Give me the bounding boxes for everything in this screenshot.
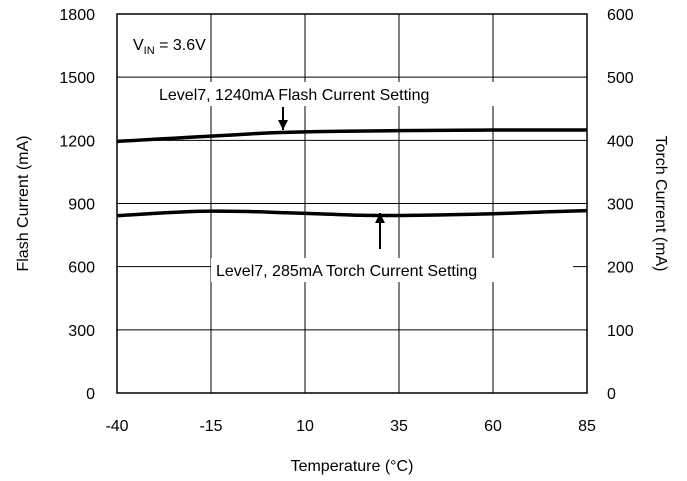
y-right-tick-label: 300 [607,197,634,214]
y-axis-left-title: Flash Current (mA) [15,135,32,271]
x-tick-label: 85 [578,418,596,435]
arrow-head [375,213,385,223]
y-left-tick-label: 1200 [59,133,95,150]
vin-subscript: IN [144,45,155,57]
arrow-head [278,120,288,130]
x-tick-label: 60 [484,418,502,435]
y-right-tick-label: 100 [607,323,634,340]
y-left-tick-label: 1800 [59,7,95,24]
x-tick-label: 35 [390,418,408,435]
y-left-tick-label: 600 [68,260,95,277]
flash-label-background [154,82,524,106]
series-layer [116,128,588,218]
plot-area-frame [116,13,588,394]
tick-labels: -40 -15 10 35 60 85 0 300 600 900 1200 1500 1800 0 100… [59,7,633,435]
x-tick-label: -15 [199,418,222,435]
y-left-tick-label: 1500 [59,70,95,87]
x-tick-label: 10 [296,418,314,435]
grid-lines [116,13,588,394]
y-left-tick-label: 0 [86,386,95,403]
torch-current-line [116,208,588,218]
y-right-tick-label: 500 [607,70,634,87]
x-tick-label: -40 [105,418,128,435]
vin-main: V [133,37,144,54]
y-right-tick-label: 0 [607,386,616,403]
y-right-tick-label: 200 [607,260,634,277]
torch-label-background [211,258,573,282]
annotation-arrows [278,107,385,249]
y-axis-right-title: Torch Current (mA) [652,135,669,271]
y-right-tick-label: 600 [607,7,634,24]
y-left-tick-label: 300 [68,323,95,340]
y-left-tick-label: 900 [68,197,95,214]
y-right-tick-label: 400 [607,133,634,150]
flash-series-annotation: Level7, 1240mA Flash Current Setting [159,87,429,104]
vin-annotation: VIN = 3.6V [133,37,206,57]
flash-arrow [278,107,288,130]
x-axis-title: Temperature (°C) [291,458,414,475]
torch-arrow [375,213,385,249]
flash-current-line [116,128,587,144]
torch-series-annotation: Level7, 285mA Torch Current Setting [216,263,477,280]
vin-rest: = 3.6V [155,37,206,54]
